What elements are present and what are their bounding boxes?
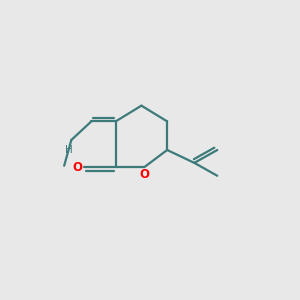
Text: O: O <box>139 168 149 181</box>
Text: H: H <box>64 145 72 155</box>
Text: O: O <box>72 161 82 174</box>
